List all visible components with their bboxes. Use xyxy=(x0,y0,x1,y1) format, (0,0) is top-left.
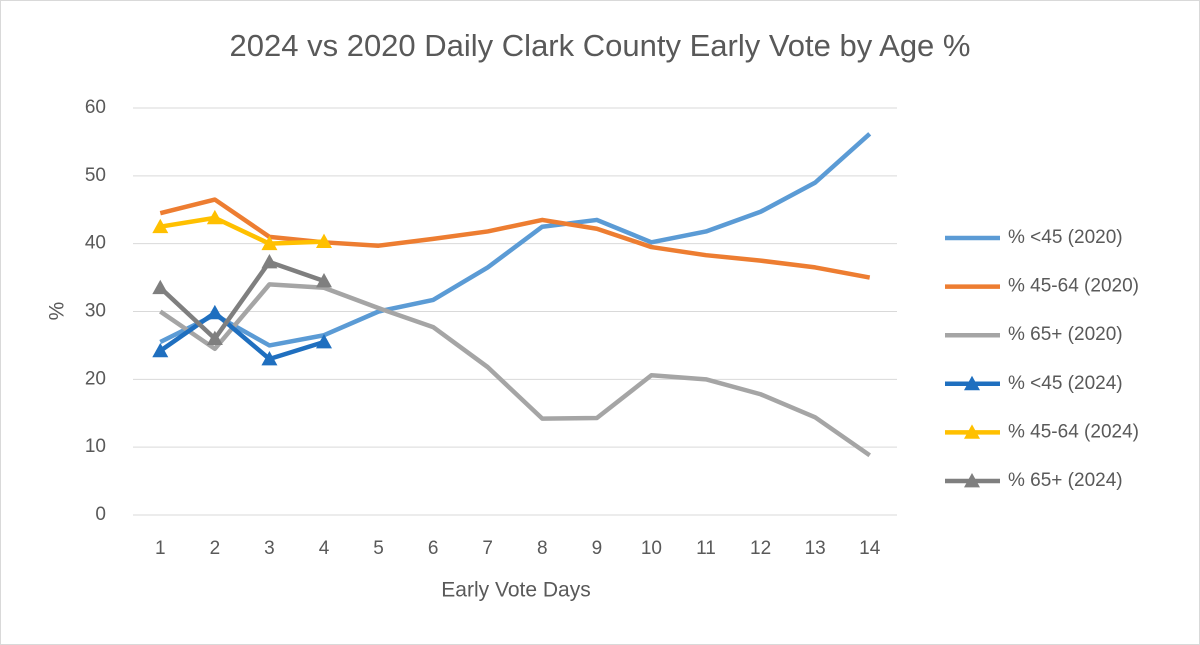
x-tick-label: 1 xyxy=(155,538,166,559)
series-line xyxy=(159,197,871,280)
y-tick-label: 30 xyxy=(85,301,106,322)
x-tick-label: 14 xyxy=(859,538,881,559)
point-marker xyxy=(206,304,223,320)
legend-text: % <45 (2024) xyxy=(1008,373,1123,394)
point-marker xyxy=(261,253,278,269)
series-line xyxy=(159,310,325,362)
x-tick-label: 3 xyxy=(264,538,275,559)
x-axis-label: Early Vote Days xyxy=(441,579,590,602)
legend-text: % 65+ (2024) xyxy=(1008,470,1123,491)
point-marker xyxy=(316,233,332,249)
x-tick-label: 2 xyxy=(210,538,221,559)
legend-text: % 65+ (2020) xyxy=(1008,324,1123,345)
series-line xyxy=(159,132,872,348)
y-tick-label: 50 xyxy=(85,165,106,186)
x-tick-label: 11 xyxy=(696,538,716,559)
legend-marker xyxy=(964,473,980,488)
legend-text: % 45-64 (2020) xyxy=(1008,276,1139,297)
series-line xyxy=(159,282,871,458)
x-tick-label: 6 xyxy=(428,538,439,559)
point-marker xyxy=(261,235,278,251)
series-line xyxy=(158,259,325,341)
x-tick-label: 13 xyxy=(805,538,826,559)
x-tick-label: 4 xyxy=(319,538,330,559)
point-marker xyxy=(152,218,169,234)
x-tick-label: 8 xyxy=(537,538,548,559)
point-marker xyxy=(152,279,169,295)
x-tick-label: 5 xyxy=(373,538,384,559)
y-axis-label: % xyxy=(46,302,69,321)
x-tick-label: 10 xyxy=(641,538,662,559)
legend-text: % <45 (2020) xyxy=(1008,227,1123,248)
x-tick-label: 7 xyxy=(482,538,493,559)
y-tick-label: 10 xyxy=(85,436,106,457)
point-marker xyxy=(261,350,278,366)
point-marker xyxy=(206,209,223,225)
legend-marker xyxy=(964,375,980,391)
y-tick-label: 60 xyxy=(85,97,106,118)
point-marker xyxy=(316,334,332,349)
x-tick-label: 9 xyxy=(592,538,603,559)
x-tick-label: 12 xyxy=(750,538,771,559)
point-marker xyxy=(316,272,332,288)
chart-title: 2024 vs 2020 Daily Clark County Early Vo… xyxy=(230,28,971,63)
legend-text: % 45-64 (2024) xyxy=(1008,421,1139,442)
point-marker xyxy=(152,342,169,358)
point-marker xyxy=(206,330,223,346)
y-tick-label: 40 xyxy=(85,233,106,254)
y-tick-label: 0 xyxy=(95,504,106,525)
legend-marker xyxy=(964,424,980,439)
series-line xyxy=(159,215,325,246)
y-tick-label: 20 xyxy=(85,368,106,389)
